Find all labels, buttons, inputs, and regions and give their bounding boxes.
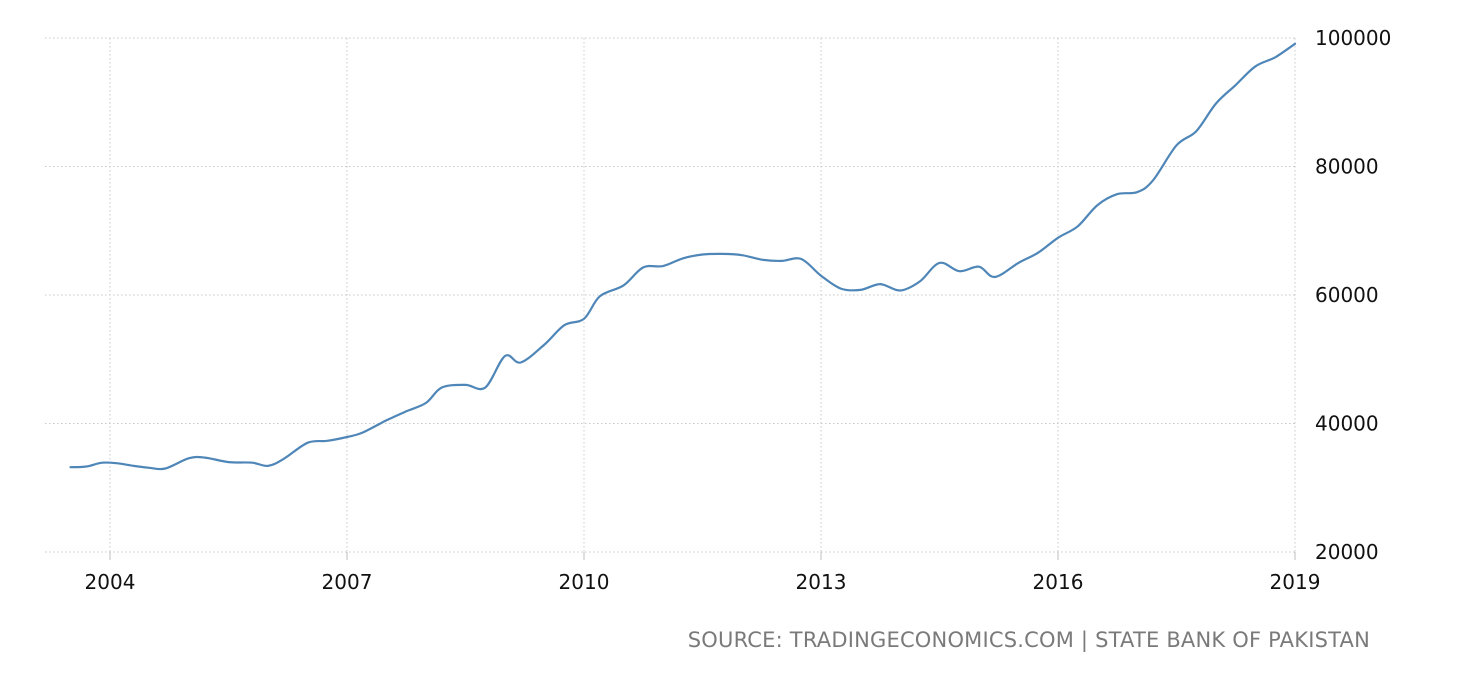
series-layer <box>69 42 1297 471</box>
grid-lines <box>45 37 1297 553</box>
y-tick-label: 100000 <box>1315 26 1391 50</box>
y-tick-label: 20000 <box>1315 540 1379 564</box>
x-tick-label: 2007 <box>322 570 373 594</box>
x-tick-label: 2013 <box>796 570 847 594</box>
series-line-0 <box>69 42 1297 471</box>
x-axis-tick-labels: 2004 2007 2010 2013 2016 2019 <box>85 570 1321 594</box>
source-credit: SOURCE: TRADINGECONOMICS.COM | STATE BAN… <box>687 628 1370 652</box>
x-tick-label: 2010 <box>559 570 610 594</box>
x-tick-label: 2019 <box>1270 570 1321 594</box>
axis-ticks <box>109 552 1296 560</box>
y-tick-label: 40000 <box>1315 412 1379 436</box>
y-tick-label: 80000 <box>1315 155 1379 179</box>
x-tick-label: 2004 <box>85 570 136 594</box>
y-axis-tick-labels: 20000 40000 60000 80000 100000 <box>1315 26 1391 564</box>
y-tick-label: 60000 <box>1315 283 1379 307</box>
x-tick-label: 2016 <box>1033 570 1084 594</box>
